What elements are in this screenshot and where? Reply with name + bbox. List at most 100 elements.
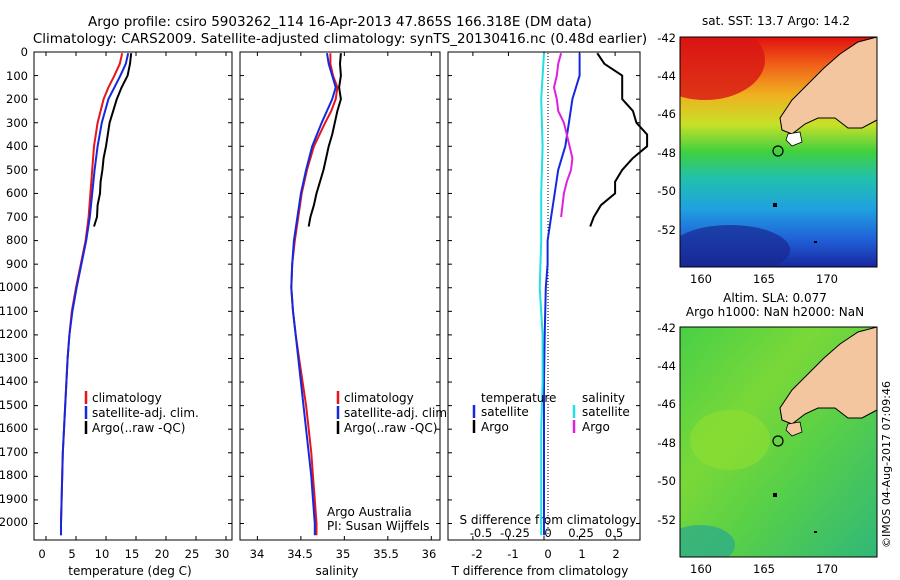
legend-label-sal-satellite: satellite bbox=[582, 405, 630, 419]
t-diff-axis-label: T difference from climatology bbox=[451, 564, 629, 578]
sla-map-title-1: Altim. SLA: 0.077 bbox=[723, 291, 827, 305]
sla-map-field bbox=[680, 327, 877, 557]
lat-tick-label: -44 bbox=[657, 359, 676, 373]
depth-tick-label: 1100 bbox=[0, 304, 28, 318]
lat-tick-label: -52 bbox=[657, 223, 676, 237]
temperature-x-ticks: 0 5 10 15 20 25 30 bbox=[38, 547, 229, 561]
snares-islands bbox=[773, 203, 777, 207]
salinity-panel: 34 34.5 35 35.5 36 salinity climatology … bbox=[239, 51, 451, 578]
imos-credit: ©IMOS 04-Aug-2017 07:09:46 bbox=[880, 381, 893, 548]
salinity-x-label: salinity bbox=[315, 564, 358, 578]
legend-label-temp-argo: Argo bbox=[481, 420, 509, 434]
stewart-island-land bbox=[785, 421, 803, 437]
temperature-tick-label: 5 bbox=[68, 547, 75, 561]
salinity-annotation-line-1: Argo Australia bbox=[327, 505, 412, 519]
salinity-axes-frame bbox=[239, 51, 441, 541]
depth-tick-label: 2000 bbox=[0, 515, 28, 529]
snares-islands bbox=[773, 493, 777, 497]
auckland-islands bbox=[814, 531, 817, 533]
argo-s-diff-line bbox=[553, 52, 574, 218]
salinity-series bbox=[240, 51, 440, 540]
salinity-x-ticks: 34 34.5 35 35.5 36 bbox=[250, 547, 437, 561]
new-zealand-land bbox=[779, 327, 877, 425]
auckland-islands bbox=[814, 241, 817, 243]
sst-map-frame bbox=[679, 36, 878, 268]
s-diff-tick-label: -0.25 bbox=[500, 526, 530, 540]
sla-patch bbox=[680, 525, 735, 557]
depth-tick-label: 1600 bbox=[0, 421, 28, 435]
depth-tick-label: 500 bbox=[6, 163, 28, 177]
depth-tick-label: 1400 bbox=[0, 374, 28, 388]
legend-label-temp-satellite: satellite bbox=[481, 405, 529, 419]
stewart-island-land bbox=[785, 131, 803, 147]
header-line-1: Argo profile: csiro 5903262_114 16-Apr-2… bbox=[88, 14, 592, 30]
legend-label-climatology: climatology bbox=[92, 391, 162, 405]
temperature-tick-label: 20 bbox=[155, 547, 170, 561]
sst-map: sat. SST: 13.7 Argo: 14.2 -42 -44 -46 -4… bbox=[657, 14, 878, 286]
s-diff-tick-label: 0.25 bbox=[568, 526, 594, 540]
depth-tick-label: 1000 bbox=[0, 280, 28, 294]
depth-tick-label: 1700 bbox=[0, 445, 28, 459]
t-diff-tick-label: 1 bbox=[578, 547, 585, 561]
lon-tick-label: 170 bbox=[816, 562, 838, 576]
depth-tick-label: 100 bbox=[6, 69, 28, 83]
temperature-x-label: temperature (deg C) bbox=[68, 564, 191, 578]
lat-tick-label: -42 bbox=[657, 31, 676, 45]
salinity-tick-label: 35.5 bbox=[373, 547, 399, 561]
depth-tick-label: 800 bbox=[6, 233, 28, 247]
sst-cool-patch bbox=[680, 225, 790, 267]
satellite-t-diff-line bbox=[543, 53, 581, 536]
t-diff-tick-label: 0 bbox=[544, 547, 551, 561]
lat-tick-label: -46 bbox=[657, 107, 676, 121]
depth-tick-label: 1300 bbox=[0, 351, 28, 365]
lat-tick-label: -48 bbox=[657, 146, 676, 160]
depth-tick-label: 400 bbox=[6, 139, 28, 153]
depth-tick-label: 900 bbox=[6, 257, 28, 271]
lon-tick-label: 165 bbox=[753, 272, 775, 286]
lat-tick-label: -50 bbox=[657, 474, 676, 488]
difference-legend: temperature satellite Argo salinity sate… bbox=[472, 391, 630, 434]
depth-tick-label: 1200 bbox=[0, 327, 28, 341]
lon-tick-label: 160 bbox=[690, 562, 712, 576]
sla-map-title-2: Argo h1000: NaN h2000: NaN bbox=[686, 305, 864, 319]
lon-tick-label: 170 bbox=[816, 272, 838, 286]
legend-title-temperature: temperature bbox=[481, 391, 556, 405]
temperature-tick-label: 25 bbox=[185, 547, 200, 561]
new-zealand-land bbox=[779, 37, 877, 135]
temperature-y-ticks: 0 100 200 300 400 500 600 700 800 900 10… bbox=[0, 45, 28, 529]
depth-tick-label: 300 bbox=[6, 116, 28, 130]
depth-tick-label: 1800 bbox=[0, 468, 28, 482]
depth-tick-label: 700 bbox=[6, 210, 28, 224]
temperature-series bbox=[34, 51, 232, 540]
legend-label-argo: Argo(..raw -QC) bbox=[92, 421, 185, 435]
difference-panel: -2 -1 0 1 2 -0.5 -0.25 0 0.25 0.5 S diff… bbox=[447, 51, 649, 578]
s-diff-tick-label: 0.5 bbox=[605, 526, 623, 540]
legend-label-climatology: climatology bbox=[344, 391, 414, 405]
sla-patch bbox=[690, 410, 770, 470]
t-diff-tick-label: -2 bbox=[471, 547, 482, 561]
legend-label-satellite: satellite-adj. clim. bbox=[344, 406, 451, 420]
argo-temperature-line bbox=[93, 53, 133, 227]
lat-tick-label: -48 bbox=[657, 436, 676, 450]
t-diff-tick-label: 2 bbox=[612, 547, 619, 561]
legend-label-argo: Argo(..raw -QC) bbox=[344, 421, 437, 435]
lon-tick-label: 165 bbox=[753, 562, 775, 576]
difference-series bbox=[448, 51, 649, 540]
s-diff-tick-label: -0.5 bbox=[470, 526, 492, 540]
temperature-tick-label: 0 bbox=[38, 547, 45, 561]
sla-map-frame bbox=[679, 326, 878, 558]
argo-salinity-line bbox=[307, 53, 342, 227]
salinity-legend: climatology satellite-adj. clim. Argo(..… bbox=[336, 391, 451, 435]
legend-label-satellite: satellite-adj. clim. bbox=[92, 406, 199, 420]
depth-tick-label: 600 bbox=[6, 186, 28, 200]
legend-title-salinity: salinity bbox=[582, 391, 625, 405]
lat-tick-label: -46 bbox=[657, 397, 676, 411]
satellite-temperature-line bbox=[60, 52, 130, 536]
temperature-tick-label: 30 bbox=[215, 547, 230, 561]
s-diff-axis-label: S difference from climatology bbox=[460, 513, 637, 527]
t-diff-tick-label: -1 bbox=[507, 547, 518, 561]
lon-tick-label: 160 bbox=[690, 272, 712, 286]
temperature-tick-label: 15 bbox=[125, 547, 140, 561]
sla-map: Altim. SLA: 0.077 Argo h1000: NaN h2000:… bbox=[657, 291, 878, 576]
